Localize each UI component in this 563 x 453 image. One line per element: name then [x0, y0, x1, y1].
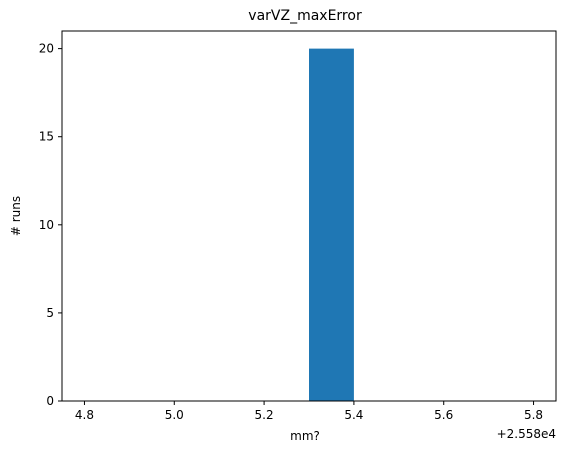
x-ticks: 4.8 5.0 5.2 5.4 5.6 5.8: [75, 401, 543, 422]
plot-frame: [61, 30, 557, 402]
x-tick-label: 5.0: [165, 408, 184, 422]
x-tick-label: 4.8: [75, 408, 94, 422]
y-tick-label: 10: [39, 218, 54, 232]
y-tick-label: 0: [46, 394, 54, 408]
y-ticks: 0 5 10 15 20: [39, 42, 62, 408]
y-tick-label: 5: [46, 306, 54, 320]
x-axis-offset-label: +2.558e4: [497, 427, 556, 441]
x-tick-label: 5.6: [434, 408, 453, 422]
y-tick-label: 15: [39, 130, 54, 144]
x-tick-label: 5.4: [344, 408, 363, 422]
x-axis-label: mm?: [290, 429, 320, 443]
y-tick-label: 20: [39, 42, 54, 56]
x-tick-label: 5.2: [255, 408, 274, 422]
x-tick-label: 5.8: [524, 408, 543, 422]
bars-layer: [309, 48, 354, 401]
chart-title: varVZ_maxError: [248, 8, 362, 24]
histogram-bar: [309, 48, 354, 401]
y-axis-label: # runs: [9, 196, 23, 236]
